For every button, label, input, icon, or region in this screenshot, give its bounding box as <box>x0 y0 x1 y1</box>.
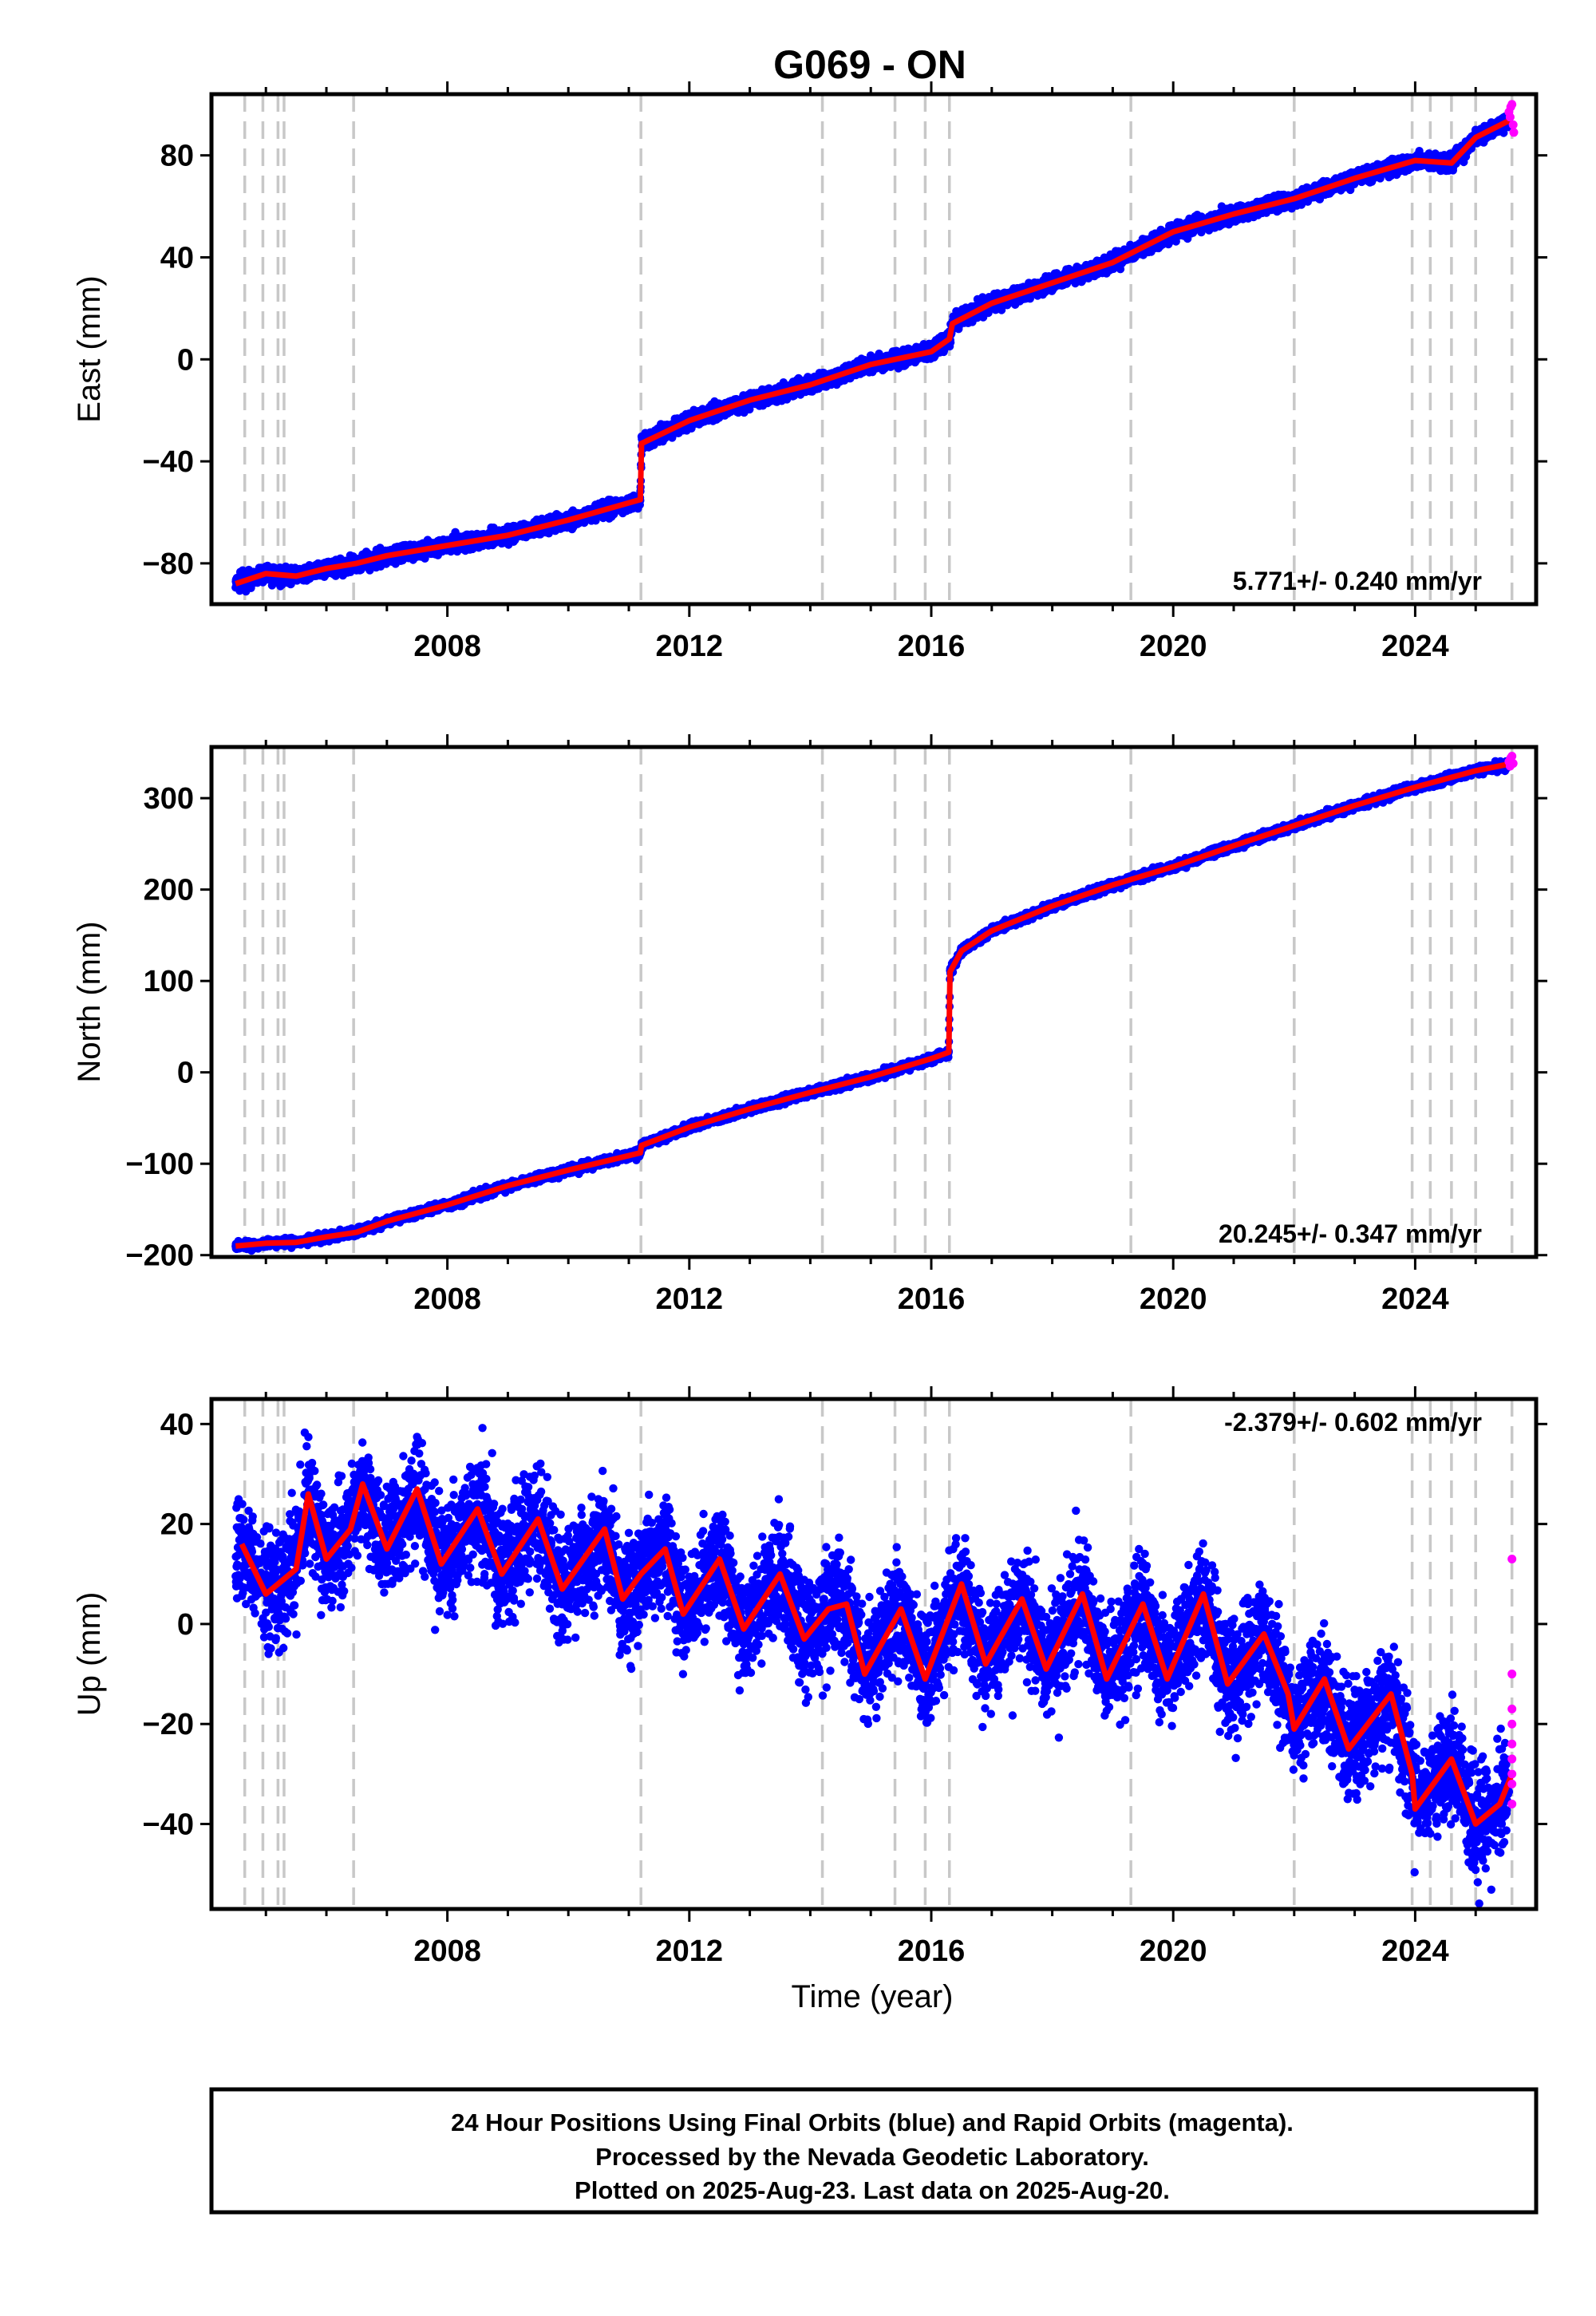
chart-title: G069 - ON <box>773 42 966 87</box>
final-orbit-point <box>598 513 608 523</box>
final-orbit-points <box>231 112 1514 596</box>
event-lines <box>243 94 1514 604</box>
